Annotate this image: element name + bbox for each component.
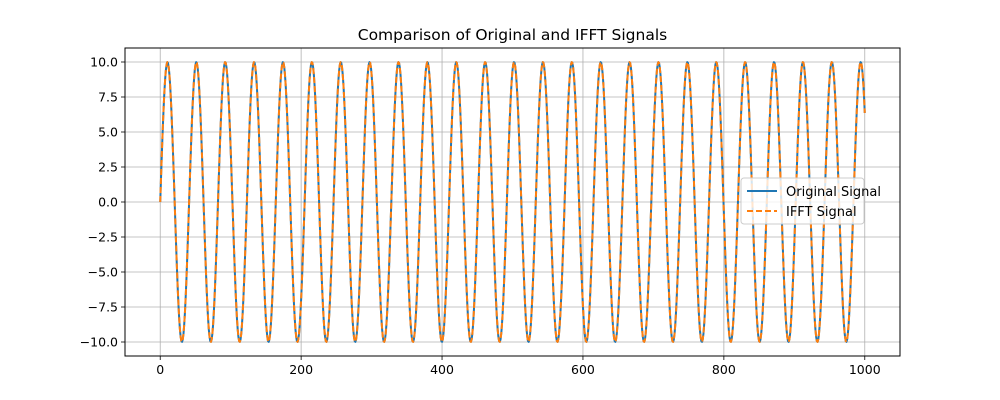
x-tick-label: 400 [430, 362, 454, 377]
x-tick-label: 1000 [849, 362, 881, 377]
legend: Original Signal IFFT Signal [740, 177, 881, 225]
y-axis: 10.0 7.5 5.0 2.5 0.0 −2.5 −5.0 −7.5 −10.0 [80, 55, 125, 350]
y-tick-label: 2.5 [98, 160, 118, 175]
x-tick-label: 600 [571, 362, 595, 377]
legend-box [740, 177, 865, 225]
legend-label-ifft: IFFT Signal [786, 205, 857, 220]
legend-label-original: Original Signal [786, 185, 881, 200]
x-tick-label: 0 [156, 362, 164, 377]
y-tick-label: 7.5 [98, 90, 118, 105]
x-tick-label: 200 [289, 362, 313, 377]
series-line-ifft [159, 61, 866, 343]
y-tick-label: −7.5 [88, 300, 118, 315]
y-tick-label: 5.0 [98, 125, 118, 140]
series-layer [159, 61, 866, 343]
x-tick-label: 800 [712, 362, 736, 377]
y-tick-label: −2.5 [88, 230, 118, 245]
y-tick-label: 10.0 [90, 55, 118, 70]
y-tick-label: −10.0 [80, 335, 118, 350]
chart-title: Comparison of Original and IFFT Signals [358, 26, 667, 44]
y-tick-label: 0.0 [98, 195, 118, 210]
y-tick-label: −5.0 [88, 265, 118, 280]
x-axis: 0 200 400 600 800 1000 [156, 356, 881, 377]
